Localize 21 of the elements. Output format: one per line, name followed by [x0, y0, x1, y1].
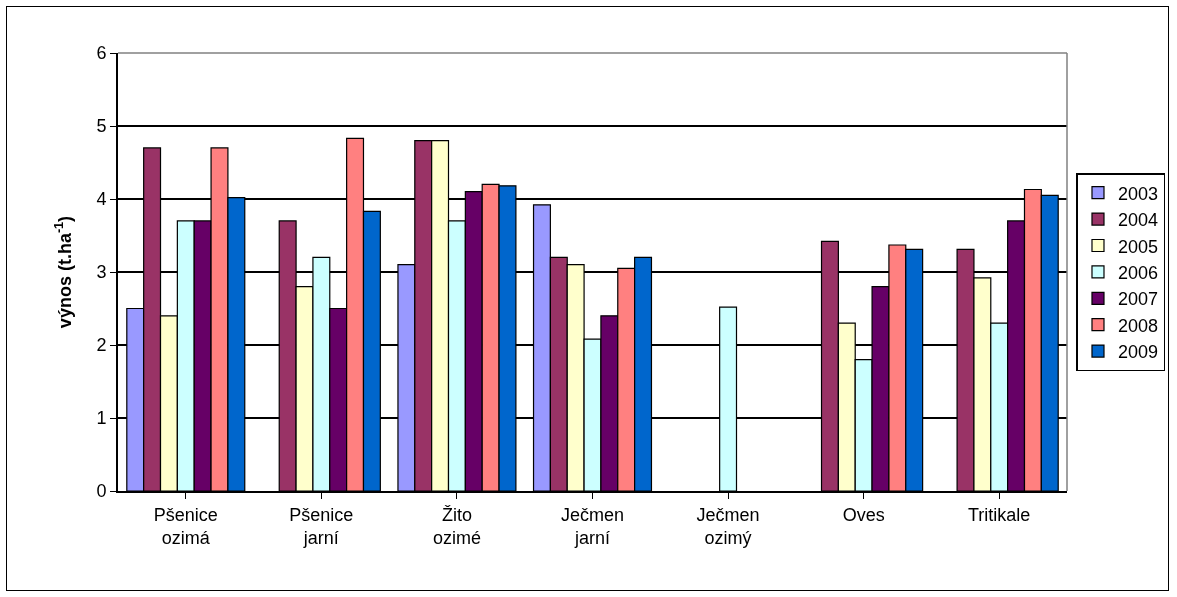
y-tick-label: 5 [96, 116, 107, 137]
legend-label: 2006 [1117, 262, 1159, 283]
legend-label: 2004 [1117, 210, 1159, 231]
legend-label: 2009 [1117, 342, 1159, 363]
y-tick-label: 1 [96, 408, 107, 429]
x-tick-label: Tritikale [968, 504, 1031, 525]
x-tick-label: Oves [842, 504, 885, 525]
legend-label: 2003 [1117, 183, 1159, 204]
y-tick-label: 4 [96, 189, 107, 210]
x-tick-label: Ječmen jarní [560, 504, 625, 548]
y-tick-label: 3 [96, 262, 107, 283]
x-tick-label: Žito ozimé [432, 504, 481, 548]
legend-label: 2007 [1117, 289, 1159, 310]
x-tick-label: Ječmen ozimý [696, 504, 760, 548]
legend-label: 2005 [1117, 236, 1159, 257]
x-tick-label: Pšenice ozimá [153, 504, 218, 548]
y-tick-label: 6 [96, 43, 107, 64]
legend-label: 2008 [1117, 315, 1159, 336]
y-tick-label: 0 [96, 481, 107, 502]
x-tick-label: Pšenice jarní [289, 504, 354, 548]
y-tick-label: 2 [96, 335, 107, 356]
